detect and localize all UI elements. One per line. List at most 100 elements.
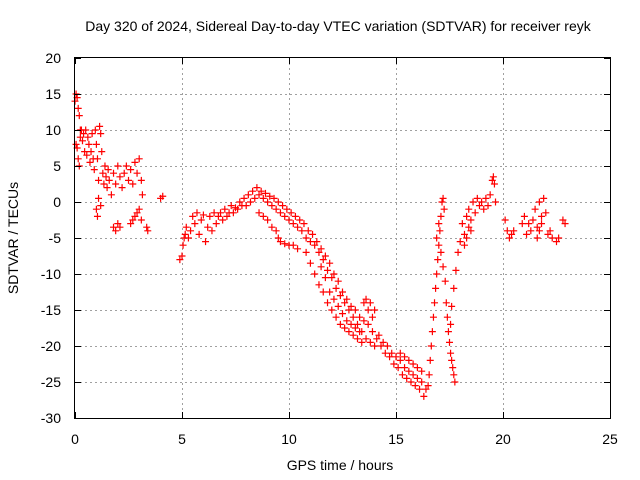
data-point	[137, 176, 145, 184]
data-point	[103, 184, 111, 192]
data-point	[84, 133, 92, 141]
data-point	[321, 274, 329, 282]
data-point	[368, 313, 376, 321]
data-point	[409, 360, 417, 368]
data-point	[195, 230, 203, 238]
data-point	[88, 130, 96, 138]
data-point	[102, 173, 110, 181]
data-point	[251, 194, 259, 202]
data-point	[561, 220, 569, 228]
data-point	[427, 342, 435, 350]
data-point	[456, 238, 464, 246]
data-point	[362, 295, 370, 303]
data-point	[143, 223, 151, 231]
data-point	[379, 338, 387, 346]
data-point	[535, 198, 543, 206]
data-point	[544, 230, 552, 238]
data-point	[426, 356, 434, 364]
data-point	[311, 241, 319, 249]
data-point	[302, 248, 310, 256]
data-point	[110, 169, 118, 177]
data-point	[460, 241, 468, 249]
data-point	[289, 241, 297, 249]
data-point	[229, 209, 237, 217]
data-point	[291, 212, 299, 220]
data-point	[454, 248, 462, 256]
data-point	[375, 331, 383, 339]
data-point	[332, 284, 340, 292]
y-tick-label: -15	[41, 302, 61, 318]
data-point	[535, 227, 543, 235]
data-point	[184, 234, 192, 242]
data-point	[438, 198, 446, 206]
data-point	[206, 212, 214, 220]
data-point	[105, 176, 113, 184]
data-point	[179, 241, 187, 249]
data-point	[366, 338, 374, 346]
points-layer	[71, 90, 569, 400]
data-point	[388, 349, 396, 357]
data-point	[413, 364, 421, 372]
data-point	[266, 192, 274, 200]
data-point	[383, 342, 391, 350]
data-point	[311, 270, 319, 278]
data-point	[390, 360, 398, 368]
data-point	[319, 256, 327, 264]
data-point	[240, 194, 248, 202]
data-point	[276, 238, 284, 246]
data-point	[133, 169, 141, 177]
x-tick-label: 0	[71, 431, 79, 447]
data-point	[334, 277, 342, 285]
y-tick-label: 10	[45, 122, 61, 138]
data-point	[465, 223, 473, 231]
data-point	[131, 212, 139, 220]
data-point	[405, 367, 413, 375]
data-point	[112, 180, 120, 188]
data-point	[373, 335, 381, 343]
data-point	[191, 220, 199, 228]
data-point	[332, 313, 340, 321]
data-point	[187, 227, 195, 235]
data-point	[452, 266, 460, 274]
data-point	[116, 223, 124, 231]
data-point	[392, 353, 400, 361]
data-point	[87, 148, 95, 156]
data-point	[92, 140, 100, 148]
data-point	[298, 227, 306, 235]
data-point	[465, 205, 473, 213]
data-point	[520, 212, 528, 220]
data-point	[270, 194, 278, 202]
data-point	[287, 209, 295, 217]
y-tick-label: -25	[41, 374, 61, 390]
data-point	[249, 187, 257, 195]
data-point	[294, 223, 302, 231]
data-point	[281, 240, 289, 248]
data-point	[546, 227, 554, 235]
data-point	[181, 230, 189, 238]
data-point	[330, 270, 338, 278]
data-point	[364, 306, 372, 314]
data-point	[409, 371, 417, 379]
data-point	[74, 155, 82, 163]
data-point	[450, 284, 458, 292]
data-point	[197, 216, 205, 224]
data-point	[324, 266, 332, 274]
data-point	[83, 151, 91, 159]
data-point	[336, 292, 344, 300]
data-point	[315, 281, 323, 289]
data-point	[432, 284, 440, 292]
data-point	[272, 205, 280, 213]
y-tick-label: -20	[41, 338, 61, 354]
data-point	[189, 212, 197, 220]
y-tick-label: 0	[53, 194, 61, 210]
data-point	[100, 180, 108, 188]
data-point	[321, 252, 329, 260]
data-point	[217, 209, 225, 217]
data-point	[309, 230, 317, 238]
data-point	[446, 338, 453, 346]
data-point	[523, 230, 531, 238]
data-point	[95, 194, 103, 202]
data-point	[81, 148, 89, 156]
data-point	[223, 212, 231, 220]
data-point	[92, 205, 100, 213]
